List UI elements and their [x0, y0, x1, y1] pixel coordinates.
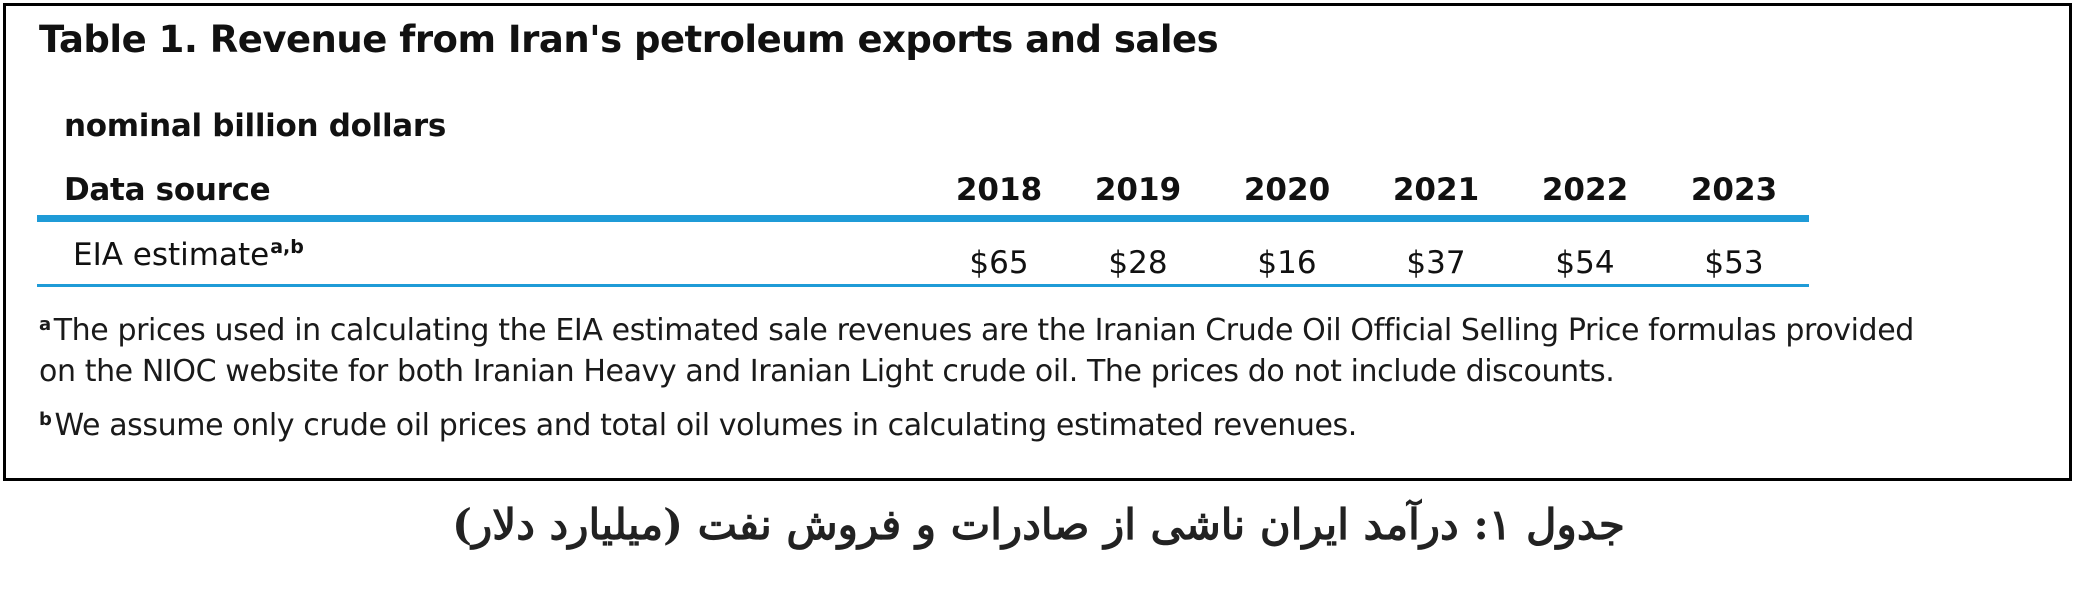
year-header-2018: 2018 — [955, 172, 1043, 208]
column-header-data-source: Data source — [64, 172, 271, 208]
year-header-2020: 2020 — [1243, 172, 1331, 208]
year-header-2022: 2022 — [1541, 172, 1629, 208]
value-2023: $53 — [1704, 245, 1764, 281]
table-bottom-rule — [37, 284, 1809, 287]
value-2019: $28 — [1108, 245, 1168, 281]
footnote-b-text: We assume only crude oil prices and tota… — [54, 408, 1358, 443]
value-2018: $65 — [969, 245, 1029, 281]
row-label-text: EIA estimate — [73, 237, 270, 273]
table-row: EIA estimatea,b $65 $28 $16 $37 $54 $53 — [6, 236, 2069, 286]
unit-label: nominal billion dollars — [64, 108, 447, 144]
footnote-a-text: The prices used in calculating the EIA e… — [53, 313, 1915, 348]
year-header-2019: 2019 — [1094, 172, 1182, 208]
value-2021: $37 — [1406, 245, 1466, 281]
value-2022: $54 — [1555, 245, 1615, 281]
row-label-eia-estimate: EIA estimatea,b — [73, 236, 304, 273]
footnote-a-line2: on the NIOC website for both Iranian Hea… — [39, 354, 1615, 389]
year-header-2023: 2023 — [1690, 172, 1778, 208]
footnote-a-line1: a The prices used in calculating the EIA … — [39, 301, 1914, 354]
table-title: Table 1. Revenue from Iran's petroleum e… — [39, 18, 1219, 61]
value-2020: $16 — [1257, 245, 1317, 281]
footnote-b-mark: b — [39, 409, 52, 430]
footnote-b: b We assume only crude oil prices and tot… — [39, 396, 1357, 449]
year-header-2021: 2021 — [1392, 172, 1480, 208]
header-divider — [37, 215, 1809, 222]
table-header-row: Data source 2018 2019 2020 2021 2022 202… — [6, 172, 2069, 212]
footnote-marks: a,b — [270, 236, 304, 258]
table-frame: Table 1. Revenue from Iran's petroleum e… — [3, 3, 2072, 481]
figure-caption: جدول ۱: درآمد ایران ناشی از صادرات و فرو… — [452, 500, 1625, 549]
footnote-a-mark: a — [39, 314, 51, 335]
